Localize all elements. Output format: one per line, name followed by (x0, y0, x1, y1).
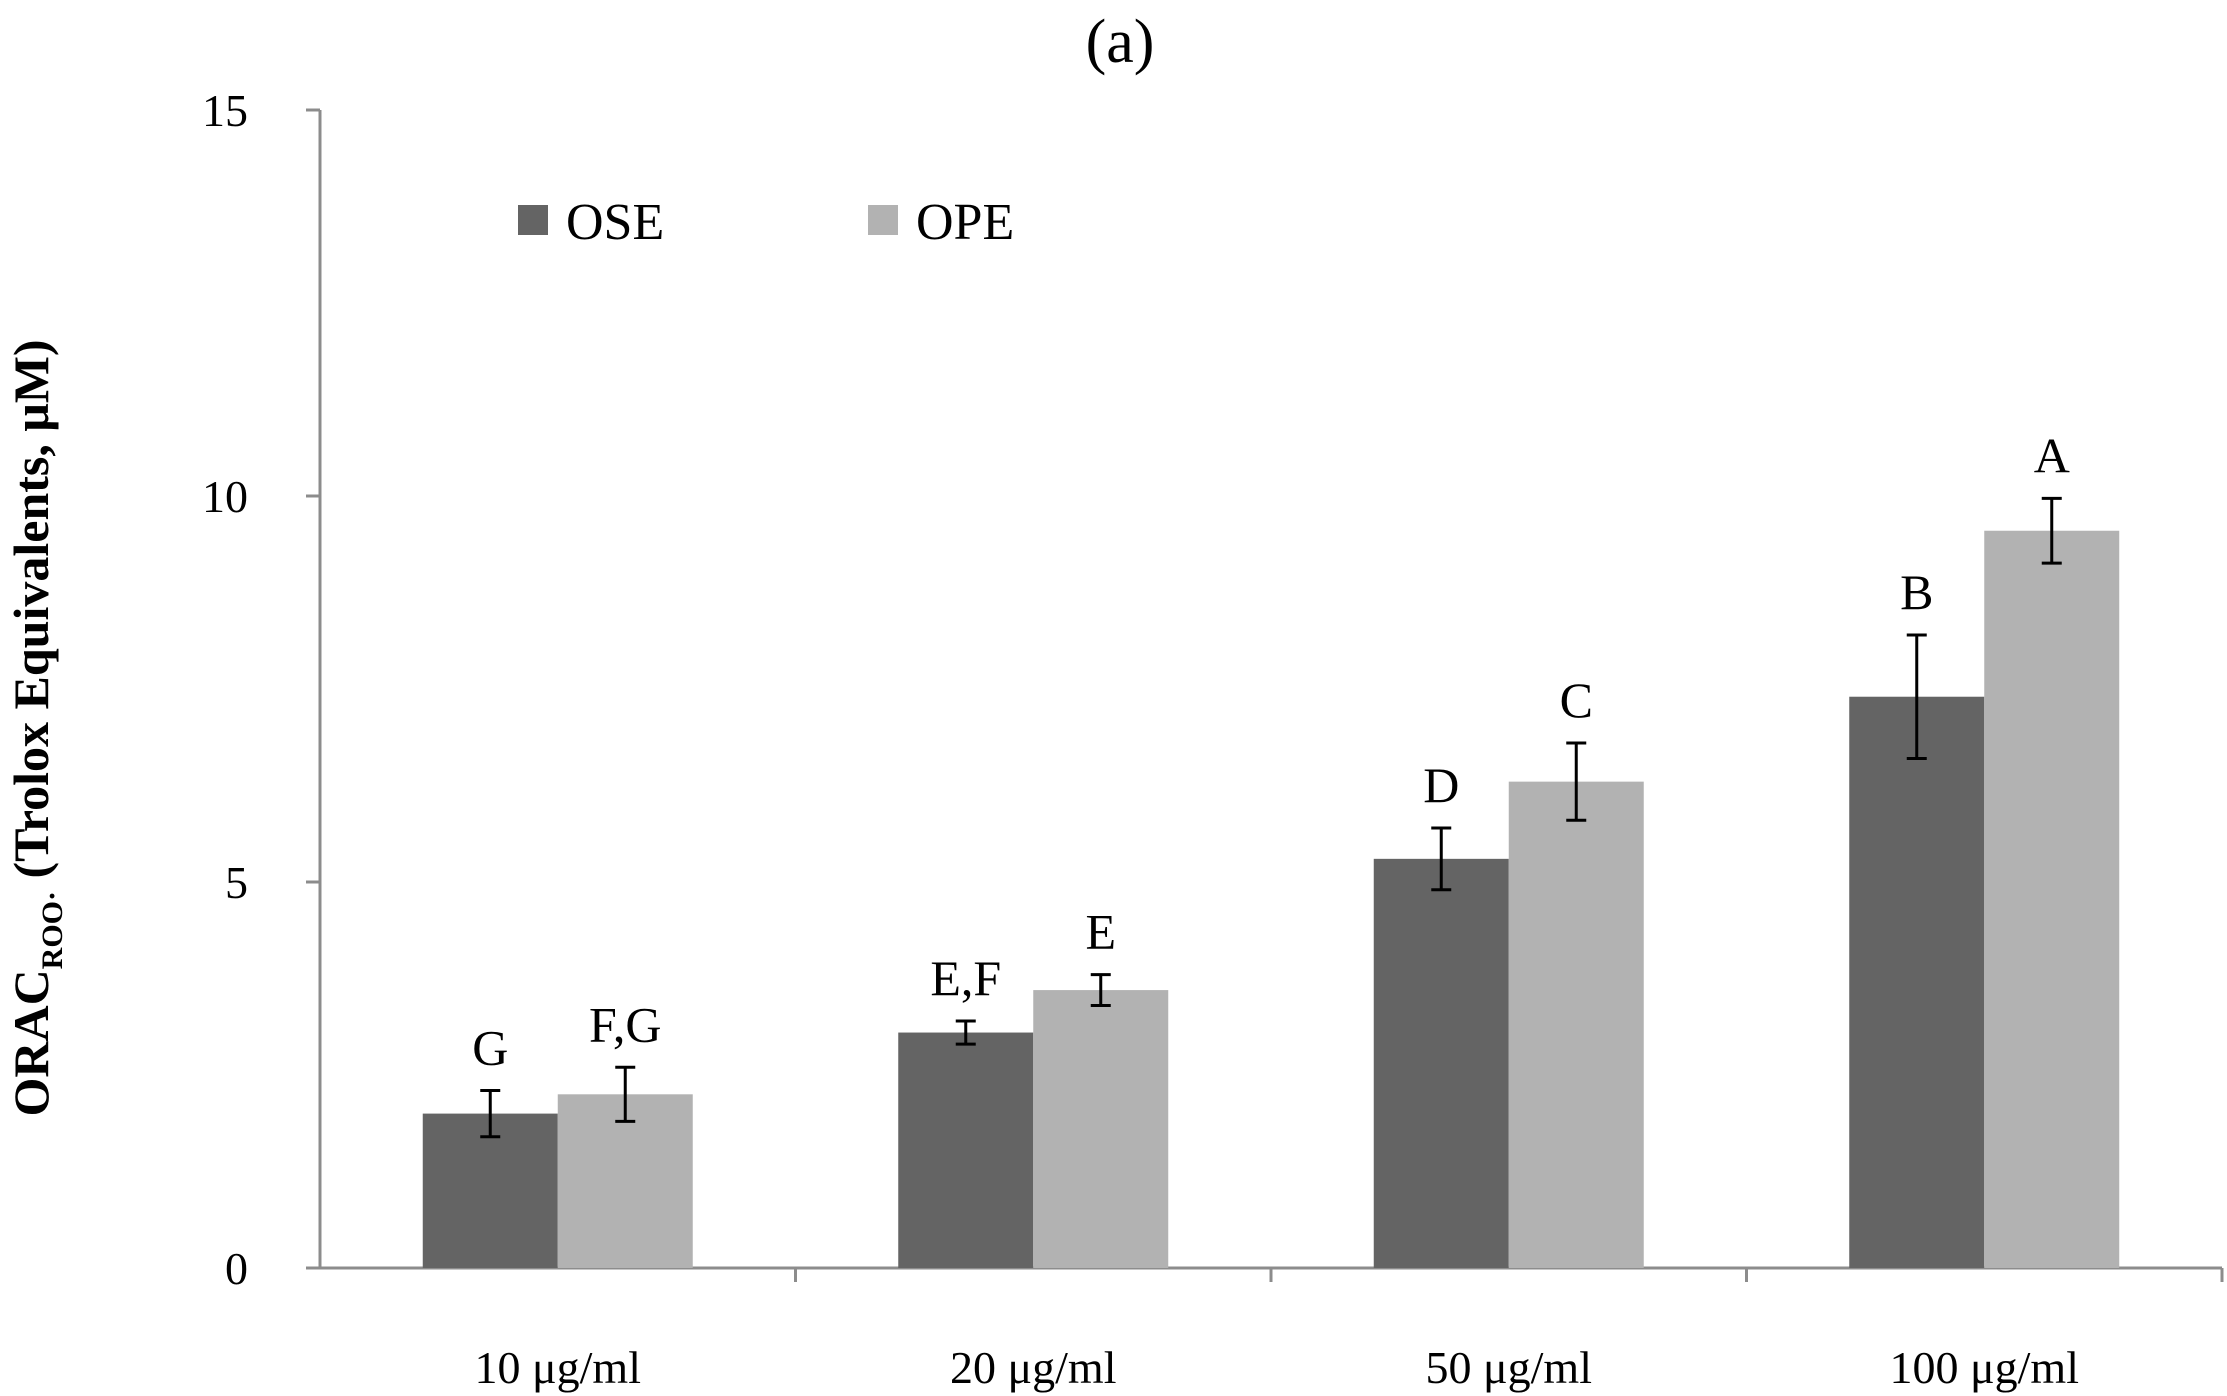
bar-ope (557, 1094, 693, 1268)
x-category-label: 10 μg/ml (474, 1342, 641, 1393)
legend-swatch-ose (518, 205, 548, 235)
bar-ose (1849, 696, 1985, 1268)
y-tick-label: 15 (202, 85, 248, 136)
bar-ose (1373, 858, 1509, 1268)
significance-label: C (1560, 672, 1593, 728)
significance-labels-group: G E,F D B F,G E C A (472, 427, 2070, 1075)
y-axis-title-rest: (Trolox Equivalents, μM) (3, 339, 59, 891)
significance-label: E (1085, 904, 1116, 960)
legend: OSE OPE (518, 194, 1014, 251)
bar-ope (1508, 781, 1644, 1268)
significance-label: F,G (589, 996, 661, 1052)
x-category-label: 50 μg/ml (1425, 1342, 1592, 1393)
bars-group (422, 530, 2120, 1268)
y-axis-title: ORACROO· (Trolox Equivalents, μM) (3, 339, 69, 1116)
significance-label: B (1900, 564, 1933, 620)
legend-label-ose: OSE (566, 194, 664, 251)
legend-swatch-ope (868, 205, 898, 235)
error-bars-group (480, 496, 2062, 1139)
axes: 0 5 10 15 10 μg/ml 20 μg/ml 50 μg/ml 100 μg/ml (202, 85, 2224, 1393)
y-tick-label: 10 (202, 471, 248, 522)
y-axis-title-main: ORAC (3, 969, 59, 1116)
bar-ose (898, 1032, 1034, 1268)
y-tick-label: 0 (225, 1243, 248, 1294)
chart-title: (a) (1086, 8, 1155, 76)
y-axis-title-subscript: ROO· (36, 891, 69, 969)
y-tick-label: 5 (225, 857, 248, 908)
bar-ope (1984, 530, 2120, 1268)
bar-ope (1033, 990, 1169, 1268)
bar-ose (422, 1113, 558, 1268)
significance-label: D (1423, 757, 1459, 813)
x-category-label: 20 μg/ml (950, 1342, 1117, 1393)
x-category-label: 100 μg/ml (1889, 1342, 2079, 1393)
significance-label: E,F (930, 950, 1001, 1006)
significance-label: G (472, 1019, 508, 1075)
legend-label-ope: OPE (916, 194, 1014, 251)
significance-label: A (2034, 427, 2070, 483)
